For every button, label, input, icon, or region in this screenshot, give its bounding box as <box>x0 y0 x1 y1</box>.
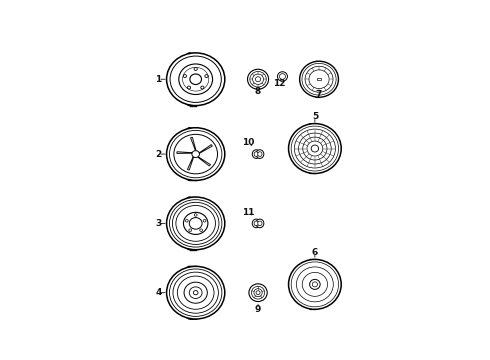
Text: 10: 10 <box>242 139 254 148</box>
Ellipse shape <box>302 63 336 95</box>
Ellipse shape <box>255 77 261 82</box>
Ellipse shape <box>296 267 333 302</box>
Text: 3: 3 <box>155 219 161 228</box>
Ellipse shape <box>303 137 327 160</box>
Ellipse shape <box>194 291 198 295</box>
Ellipse shape <box>185 220 188 222</box>
Ellipse shape <box>307 141 323 156</box>
Ellipse shape <box>167 197 225 250</box>
Ellipse shape <box>176 206 216 241</box>
Ellipse shape <box>305 123 316 174</box>
Ellipse shape <box>252 219 260 228</box>
Ellipse shape <box>289 260 341 309</box>
Ellipse shape <box>170 130 222 178</box>
Ellipse shape <box>311 145 318 152</box>
Ellipse shape <box>184 282 207 303</box>
Ellipse shape <box>256 291 260 294</box>
Bar <box>317 78 321 80</box>
Ellipse shape <box>312 282 318 287</box>
Ellipse shape <box>256 219 264 228</box>
Ellipse shape <box>254 289 262 297</box>
Text: 1: 1 <box>155 75 161 84</box>
Ellipse shape <box>305 66 333 92</box>
Text: 5: 5 <box>312 112 318 121</box>
Ellipse shape <box>172 202 219 244</box>
Ellipse shape <box>170 200 222 247</box>
Ellipse shape <box>309 70 329 89</box>
Ellipse shape <box>252 74 264 85</box>
Ellipse shape <box>194 68 197 71</box>
Ellipse shape <box>170 269 222 316</box>
Ellipse shape <box>205 75 208 77</box>
Ellipse shape <box>177 276 214 309</box>
Ellipse shape <box>258 152 262 156</box>
Ellipse shape <box>277 72 288 81</box>
Ellipse shape <box>187 86 191 89</box>
Ellipse shape <box>249 284 267 302</box>
Text: 6: 6 <box>312 248 318 257</box>
Text: 7: 7 <box>316 90 322 99</box>
Ellipse shape <box>201 86 204 89</box>
Ellipse shape <box>291 126 339 171</box>
Ellipse shape <box>310 279 320 289</box>
Ellipse shape <box>170 56 221 102</box>
Ellipse shape <box>291 262 339 307</box>
Text: 12: 12 <box>272 79 285 88</box>
Ellipse shape <box>200 229 202 231</box>
Ellipse shape <box>251 286 265 299</box>
Ellipse shape <box>174 134 218 174</box>
Ellipse shape <box>250 71 266 87</box>
Ellipse shape <box>181 53 198 105</box>
Text: 11: 11 <box>242 208 255 217</box>
Ellipse shape <box>167 128 225 180</box>
Ellipse shape <box>190 74 201 85</box>
Ellipse shape <box>179 64 213 95</box>
Ellipse shape <box>258 221 262 226</box>
Ellipse shape <box>183 212 208 234</box>
Ellipse shape <box>247 69 269 89</box>
Text: 9: 9 <box>255 305 261 314</box>
Ellipse shape <box>167 266 225 319</box>
Ellipse shape <box>181 266 198 319</box>
Ellipse shape <box>189 229 192 231</box>
Ellipse shape <box>299 61 339 97</box>
Ellipse shape <box>289 123 341 174</box>
Ellipse shape <box>305 260 316 309</box>
Ellipse shape <box>294 129 336 168</box>
Ellipse shape <box>181 197 198 250</box>
Ellipse shape <box>195 214 197 216</box>
Text: 4: 4 <box>155 288 161 297</box>
Ellipse shape <box>203 220 206 222</box>
Ellipse shape <box>189 287 202 298</box>
Ellipse shape <box>181 128 198 180</box>
Ellipse shape <box>189 217 202 229</box>
Ellipse shape <box>254 152 258 156</box>
Text: 8: 8 <box>255 87 261 96</box>
Ellipse shape <box>173 272 219 313</box>
Ellipse shape <box>279 74 286 79</box>
Ellipse shape <box>298 133 331 164</box>
Ellipse shape <box>313 61 320 97</box>
Ellipse shape <box>302 273 327 296</box>
Ellipse shape <box>167 53 225 105</box>
Ellipse shape <box>256 150 264 158</box>
Ellipse shape <box>192 150 199 158</box>
Text: 2: 2 <box>155 150 161 158</box>
Ellipse shape <box>183 75 187 77</box>
Ellipse shape <box>254 221 258 226</box>
Ellipse shape <box>252 150 260 158</box>
